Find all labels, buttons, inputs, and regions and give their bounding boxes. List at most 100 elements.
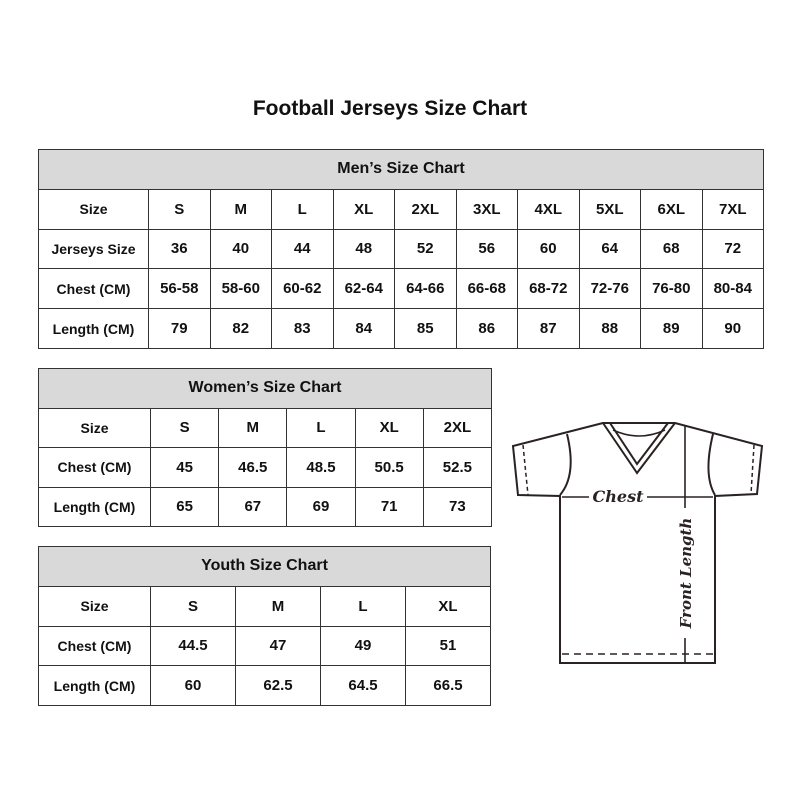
table-cell: 62-64 [332,268,395,310]
table-cell: 89 [640,308,703,349]
collar-back [612,429,666,437]
row-label: Length (CM) [38,665,151,707]
table-cell: 56 [455,228,518,270]
right-sleeve-hem [750,444,755,495]
table-cell: 58-60 [209,268,272,310]
table-cell: S [150,585,236,627]
table-cell: 83 [271,308,334,349]
table-cell: 50.5 [354,447,424,488]
table-cell: 40 [209,228,272,270]
table-cell: 5XL [578,188,641,230]
table-cell: 66-68 [455,268,518,310]
table-cell: 72-76 [578,268,641,310]
table-cell: S [148,188,211,230]
row-label: Chest (CM) [38,625,151,667]
left-sleeve-hem [522,444,529,496]
table-cell: XL [354,407,424,448]
table-cell: 68 [640,228,703,270]
table-cell: L [320,585,406,627]
table-cell: L [271,188,334,230]
table-cell: 84 [332,308,395,349]
table-cell: M [209,188,272,230]
table-cell: 51 [405,625,491,667]
table-row: Size S M L XL 2XL [38,407,493,448]
table-cell: 49 [320,625,406,667]
table-row: Size S M L XL [38,585,491,627]
chest-label: Chest [593,487,645,506]
mens-table-title: Men’s Size Chart [38,149,764,190]
table-cell: 45 [149,447,220,488]
row-label: Chest (CM) [38,447,151,488]
table-row: Size S M L XL 2XL 3XL 4XL 5XL 6XL 7XL [38,188,764,230]
table-cell: 82 [209,308,272,349]
table-row: Jerseys Size 36 40 44 48 52 56 60 64 68 72 [38,228,764,270]
table-row: Chest (CM) 45 46.5 48.5 50.5 52.5 [38,447,493,488]
table-cell: XL [405,585,491,627]
table-cell: 73 [422,486,493,527]
table-cell: 64 [578,228,641,270]
row-label: Size [38,407,151,448]
table-cell: 47 [235,625,321,667]
table-cell: 52.5 [422,447,493,488]
table-row: Chest (CM) 44.5 47 49 51 [38,625,491,667]
table-cell: 64.5 [320,665,406,707]
table-cell: 62.5 [235,665,321,707]
table-cell: S [149,407,220,448]
table-cell: 65 [149,486,220,527]
table-cell: 2XL [394,188,457,230]
table-cell: 80-84 [701,268,764,310]
table-cell: 60 [517,228,580,270]
row-label: Jerseys Size [38,228,149,270]
table-cell: XL [332,188,395,230]
table-cell: M [218,407,288,448]
table-cell: 60-62 [271,268,334,310]
womens-table-title: Women’s Size Chart [38,368,492,409]
table-row: Length (CM) 60 62.5 64.5 66.5 [38,665,491,707]
row-label: Chest (CM) [38,268,149,310]
table-row: Length (CM) 79 82 83 84 85 86 87 88 89 90 [38,308,764,349]
jersey-diagram: Chest Front Length [511,422,764,664]
table-cell: 66.5 [405,665,491,707]
table-cell: 64-66 [394,268,457,310]
table-cell: 44 [271,228,334,270]
table-cell: L [286,407,356,448]
table-cell: 44.5 [150,625,236,667]
table-cell: 6XL [640,188,703,230]
womens-size-table: Women’s Size Chart Size S M L XL 2XL Chest (CM… [38,368,493,527]
table-cell: 48 [332,228,395,270]
table-cell: 69 [286,486,356,527]
collar-outer [602,422,676,475]
table-cell: 4XL [517,188,580,230]
table-cell: 36 [148,228,211,270]
left-armhole [559,433,572,496]
row-label: Size [38,188,149,230]
mens-size-table: Men’s Size Chart Size S M L XL 2XL 3XL 4XL 5XL 6X… [38,149,764,349]
table-cell: 68-72 [517,268,580,310]
table-cell: 72 [701,228,764,270]
table-cell: 60 [150,665,236,707]
collar-inner [609,422,669,466]
table-cell: 85 [394,308,457,349]
table-cell: 71 [354,486,424,527]
row-label: Length (CM) [38,308,149,349]
table-cell: 79 [148,308,211,349]
table-cell: 7XL [701,188,764,230]
table-cell: 76-80 [640,268,703,310]
table-cell: 46.5 [218,447,288,488]
table-cell: 2XL [422,407,493,448]
table-row: Length (CM) 65 67 69 71 73 [38,486,493,527]
page-title: Football Jerseys Size Chart [252,97,528,120]
table-cell: M [235,585,321,627]
front-length-label: Front Length [677,518,695,630]
table-cell: 90 [701,308,764,349]
youth-table-title: Youth Size Chart [38,546,491,587]
jersey-outline [511,422,764,664]
table-cell: 3XL [455,188,518,230]
table-row: Chest (CM) 56-58 58-60 60-62 62-64 64-66 66-68… [38,268,764,310]
table-cell: 56-58 [148,268,211,310]
table-cell: 88 [578,308,641,349]
table-cell: 86 [455,308,518,349]
table-cell: 48.5 [286,447,356,488]
youth-size-table: Youth Size Chart Size S M L XL Chest (CM) 44.5… [38,546,491,707]
table-cell: 67 [218,486,288,527]
